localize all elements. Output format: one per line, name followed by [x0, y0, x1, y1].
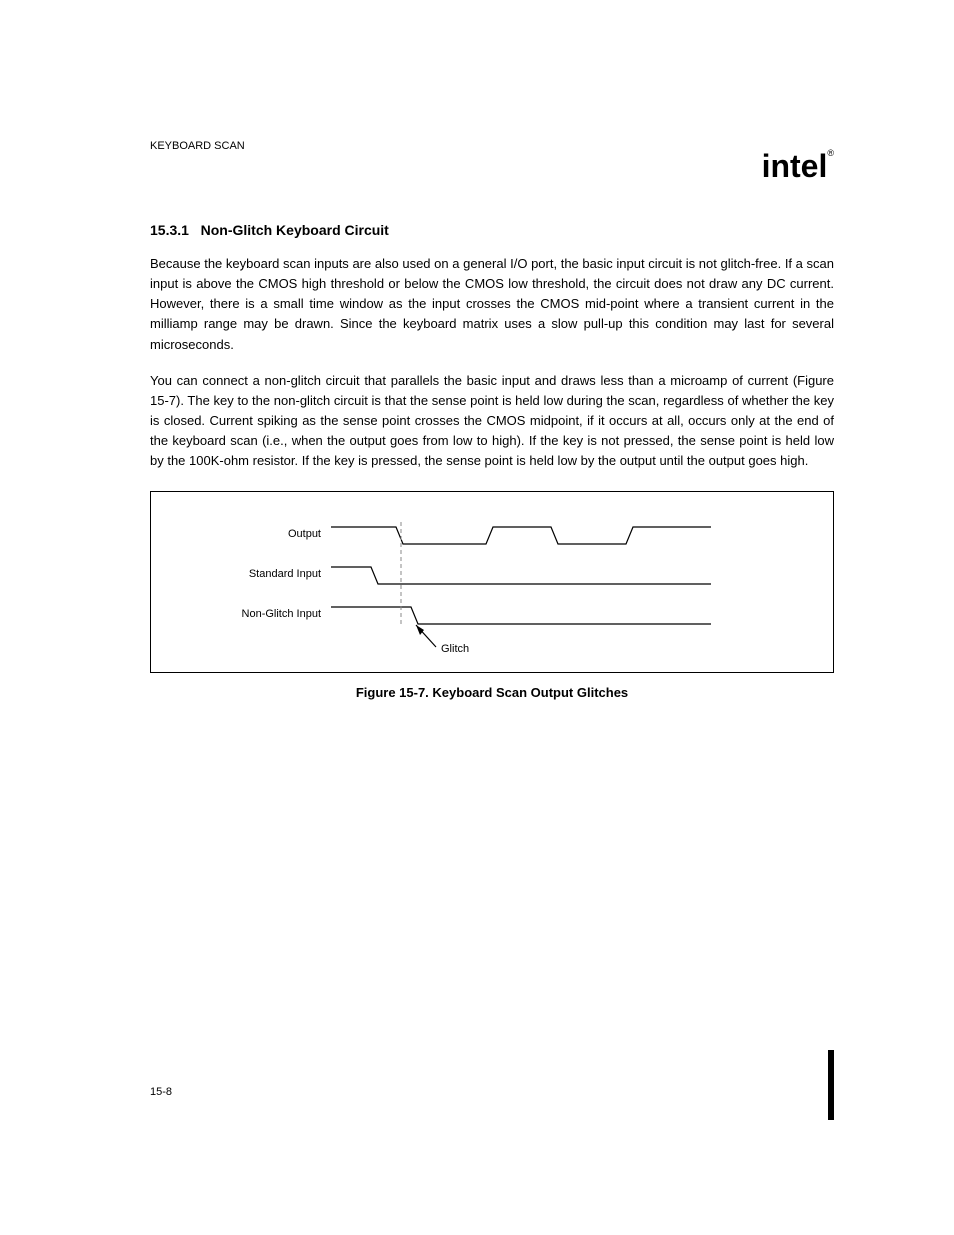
logo-text: intel	[762, 148, 828, 184]
label-nonglitch: Non-Glitch Input	[242, 608, 321, 620]
page-number: 15-8	[150, 1086, 172, 1098]
paragraph-1: Because the keyboard scan inputs are als…	[150, 254, 834, 355]
label-glitch: Glitch	[441, 643, 469, 652]
paragraph-2: You can connect a non-glitch circuit tha…	[150, 371, 834, 472]
section-number: 15.3.1	[150, 222, 189, 238]
label-output: Output	[288, 528, 321, 540]
label-standard: Standard Input	[249, 568, 321, 580]
logo-trademark: ®	[827, 148, 834, 158]
section-title: Non-Glitch Keyboard Circuit	[201, 222, 389, 238]
intel-logo: intel®	[762, 148, 834, 185]
header-title: KEYBOARD SCAN	[150, 140, 834, 152]
figure-diagram: Output Standard Input Non-Glitch Input G…	[150, 491, 834, 673]
figure-caption: Figure 15-7. Keyboard Scan Output Glitch…	[150, 685, 834, 700]
timing-diagram-svg: Output Standard Input Non-Glitch Input G…	[171, 512, 811, 652]
page-edge-bar	[828, 1050, 834, 1120]
section-heading: 15.3.1 Non-Glitch Keyboard Circuit	[150, 222, 834, 238]
